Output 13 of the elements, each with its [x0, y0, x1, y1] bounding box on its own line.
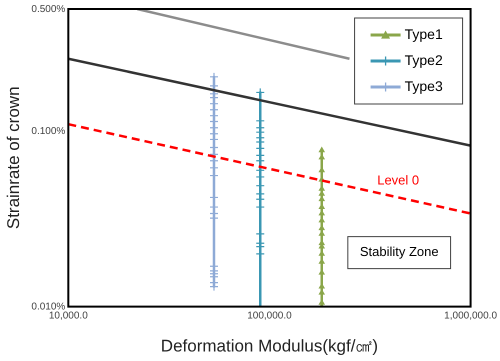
series-label: Level 0: [377, 172, 420, 188]
y-tick-label: 0.010%: [31, 301, 66, 312]
y-axis-title: Strainrate of crown: [4, 86, 23, 230]
y-tick-label: 0.500%: [31, 4, 66, 15]
x-axis-title: Deformation Modulus(kgf/㎠): [160, 336, 378, 356]
legend-label: Type1: [404, 26, 443, 42]
y-tick-label: 0.100%: [31, 126, 66, 138]
x-tick-label: 1,000,000.0: [444, 310, 498, 322]
x-tick-label: 100,000.0: [247, 310, 292, 322]
x-tick-label: 10,000.0: [48, 310, 88, 322]
legend-label: Type2: [404, 52, 443, 68]
legend-label: Type3: [404, 78, 443, 94]
annotation: Stability Zone: [360, 244, 439, 260]
